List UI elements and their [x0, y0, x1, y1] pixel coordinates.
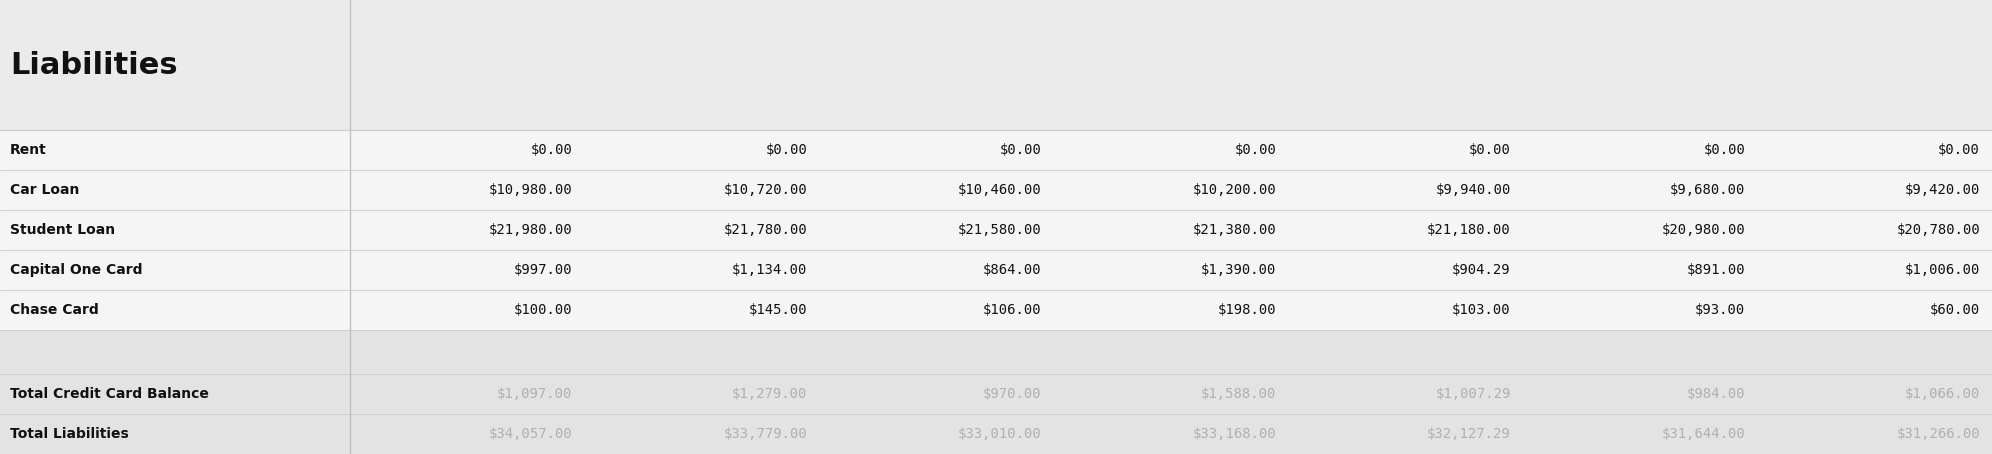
Text: $9,420.00: $9,420.00	[1904, 183, 1980, 197]
Bar	[0, 250, 1992, 290]
Text: $1,588.00: $1,588.00	[1201, 387, 1277, 401]
Text: Rent: Rent	[10, 143, 46, 157]
Text: $20,980.00: $20,980.00	[1661, 223, 1745, 237]
Text: Capital One Card: Capital One Card	[10, 263, 143, 277]
Text: $32,127.29: $32,127.29	[1426, 427, 1510, 441]
Text: $31,644.00: $31,644.00	[1661, 427, 1745, 441]
Text: $904.29: $904.29	[1452, 263, 1510, 277]
Text: $31,266.00: $31,266.00	[1896, 427, 1980, 441]
Text: Total Liabilities: Total Liabilities	[10, 427, 129, 441]
Text: $21,380.00: $21,380.00	[1193, 223, 1277, 237]
Bar	[0, 210, 1992, 250]
Text: $0.00: $0.00	[1468, 143, 1510, 157]
Text: $997.00: $997.00	[514, 263, 572, 277]
Bar	[0, 0, 351, 130]
Text: $33,168.00: $33,168.00	[1193, 427, 1277, 441]
Text: $198.00: $198.00	[1217, 303, 1277, 317]
Text: $20,780.00: $20,780.00	[1896, 223, 1980, 237]
Text: $10,720.00: $10,720.00	[723, 183, 807, 197]
Text: Chase Card: Chase Card	[10, 303, 100, 317]
Text: $0.00: $0.00	[1000, 143, 1042, 157]
Text: $100.00: $100.00	[514, 303, 572, 317]
Text: $0.00: $0.00	[1938, 143, 1980, 157]
Text: $1,279.00: $1,279.00	[731, 387, 807, 401]
Text: $1,134.00: $1,134.00	[731, 263, 807, 277]
Text: $10,460.00: $10,460.00	[958, 183, 1042, 197]
Text: $21,580.00: $21,580.00	[958, 223, 1042, 237]
Text: $0.00: $0.00	[765, 143, 807, 157]
Text: Car Loan: Car Loan	[10, 183, 80, 197]
Text: Liabilities: Liabilities	[10, 50, 177, 79]
Text: $21,980.00: $21,980.00	[488, 223, 572, 237]
Text: $9,940.00: $9,940.00	[1436, 183, 1510, 197]
Text: $1,066.00: $1,066.00	[1904, 387, 1980, 401]
Bar	[351, 0, 1992, 130]
Text: $970.00: $970.00	[984, 387, 1042, 401]
Bar	[0, 290, 1992, 330]
Text: $1,390.00: $1,390.00	[1201, 263, 1277, 277]
Text: $93.00: $93.00	[1695, 303, 1745, 317]
Text: $103.00: $103.00	[1452, 303, 1510, 317]
Text: $0.00: $0.00	[530, 143, 572, 157]
Bar	[0, 170, 1992, 210]
Text: $1,007.29: $1,007.29	[1436, 387, 1510, 401]
Text: $864.00: $864.00	[984, 263, 1042, 277]
Text: $984.00: $984.00	[1687, 387, 1745, 401]
Text: $10,980.00: $10,980.00	[488, 183, 572, 197]
Text: $0.00: $0.00	[1703, 143, 1745, 157]
Text: $60.00: $60.00	[1930, 303, 1980, 317]
Text: $1,097.00: $1,097.00	[498, 387, 572, 401]
Text: $21,780.00: $21,780.00	[723, 223, 807, 237]
Text: Student Loan: Student Loan	[10, 223, 116, 237]
Text: $145.00: $145.00	[749, 303, 807, 317]
Text: $9,680.00: $9,680.00	[1669, 183, 1745, 197]
Bar	[0, 374, 1992, 414]
Text: $891.00: $891.00	[1687, 263, 1745, 277]
Text: $1,006.00: $1,006.00	[1904, 263, 1980, 277]
Bar	[0, 330, 1992, 374]
Text: $10,200.00: $10,200.00	[1193, 183, 1277, 197]
Text: $33,010.00: $33,010.00	[958, 427, 1042, 441]
Text: $33,779.00: $33,779.00	[723, 427, 807, 441]
Text: $21,180.00: $21,180.00	[1426, 223, 1510, 237]
Text: $34,057.00: $34,057.00	[488, 427, 572, 441]
Text: $106.00: $106.00	[984, 303, 1042, 317]
Bar	[0, 414, 1992, 454]
Text: $0.00: $0.00	[1235, 143, 1277, 157]
Text: Total Credit Card Balance: Total Credit Card Balance	[10, 387, 209, 401]
Bar	[0, 130, 1992, 170]
